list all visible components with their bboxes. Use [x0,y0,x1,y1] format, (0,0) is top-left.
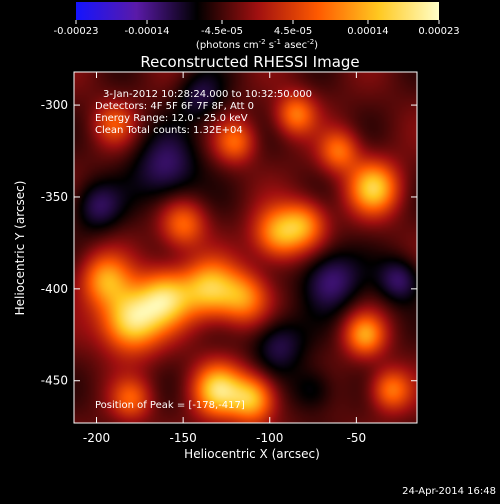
x-tick-label: -200 [83,431,110,445]
y-tick-label: -300 [41,98,68,112]
colorbar-tick-label: -0.00014 [125,26,170,37]
colorbar-unit-label: (photons cm-2 s-1 asec-2) [196,38,318,51]
info-annotation: 3-Jan-2012 10:28:24.000 to 10:32:50.000D… [95,89,312,136]
colorbar [76,2,439,20]
footer-timestamp: 24-Apr-2014 16:48 [402,486,496,497]
heatmap-image [74,72,417,423]
plot-frame [73,71,418,424]
x-tick-label: -100 [256,431,283,445]
info-line: 3-Jan-2012 10:28:24.000 to 10:32:50.000 [103,89,312,100]
y-axis-label: Heliocentric Y (arcsec) [13,181,27,316]
chart-title: Reconstructed RHESSI Image [140,53,359,71]
colorbar-tick-label: 0.00023 [418,26,459,37]
info-line: Detectors: 4F 5F 6F 7F 8F, Att 0 [95,101,254,112]
x-tick-label: -150 [170,431,197,445]
info-line: Energy Range: 12.0 - 25.0 keV [95,113,248,124]
colorbar-ticks: -0.00023 -0.00014 -4.5e-05 4.5e-05 0.00014 0.… [54,20,460,37]
x-axis-label: Heliocentric X (arcsec) [184,447,320,461]
colorbar-tick-label: -4.5e-05 [201,26,243,37]
info-line: Clean Total counts: 1.32E+04 [95,125,243,136]
colorbar-tick-label: 0.00014 [347,26,388,37]
y-tick-label: -450 [41,374,68,388]
colorbar-tick-label: 4.5e-05 [274,26,312,37]
x-tick-label: -50 [347,431,367,445]
y-tick-label: -400 [41,282,68,296]
axis-ticks: -200 -150 -100 -50 -300 -350 -400 -450 [41,72,417,445]
colorbar-tick-label: -0.00023 [54,26,99,37]
peak-position-label: Position of Peak = [-178,-417] [95,400,245,411]
y-tick-label: -350 [41,190,68,204]
